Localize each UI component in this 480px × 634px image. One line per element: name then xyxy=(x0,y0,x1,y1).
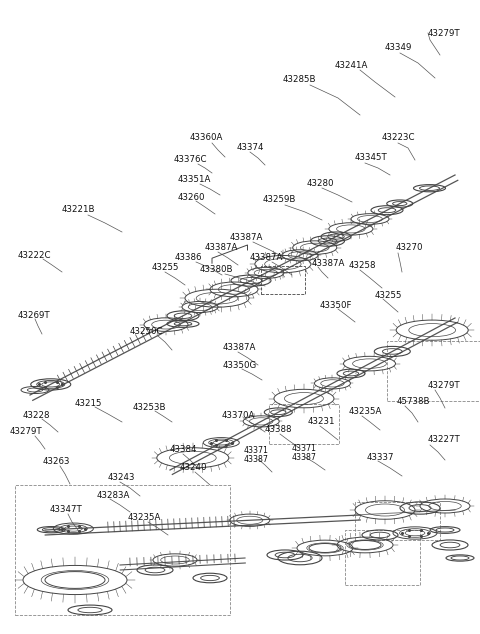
Text: 43263: 43263 xyxy=(43,458,71,467)
Text: 43258: 43258 xyxy=(349,261,376,269)
Text: 43255: 43255 xyxy=(152,264,180,273)
Bar xyxy=(261,266,305,294)
Text: 43384: 43384 xyxy=(170,446,197,455)
Text: 43279T: 43279T xyxy=(428,380,461,389)
Text: 43380B: 43380B xyxy=(200,266,233,275)
Text: 43347T: 43347T xyxy=(50,505,83,515)
Text: 43374: 43374 xyxy=(237,143,264,153)
Text: 43279T: 43279T xyxy=(428,29,461,37)
Bar xyxy=(387,342,480,401)
Text: 43223C: 43223C xyxy=(382,134,416,143)
Text: 43243: 43243 xyxy=(108,474,135,482)
Text: 43222C: 43222C xyxy=(18,250,51,259)
Text: 43259B: 43259B xyxy=(263,195,296,205)
Bar xyxy=(355,502,440,540)
Text: 43285B: 43285B xyxy=(283,75,316,84)
Text: 43386: 43386 xyxy=(175,254,203,262)
Text: 43260: 43260 xyxy=(178,193,205,202)
Text: 43269T: 43269T xyxy=(18,311,50,320)
Text: 43371
43387: 43371 43387 xyxy=(244,446,269,464)
Text: 43255: 43255 xyxy=(375,290,403,299)
Text: 43231: 43231 xyxy=(308,418,336,427)
Text: 43227T: 43227T xyxy=(428,436,461,444)
Text: 43235A: 43235A xyxy=(349,408,383,417)
Text: 43387A: 43387A xyxy=(250,254,283,262)
Text: 43279T: 43279T xyxy=(10,427,43,436)
Text: 43387A: 43387A xyxy=(312,259,346,268)
Text: 45738B: 45738B xyxy=(397,398,431,406)
Bar xyxy=(269,404,339,444)
Text: 43370A: 43370A xyxy=(222,410,255,420)
Text: 43337: 43337 xyxy=(367,453,395,462)
Text: 43240: 43240 xyxy=(180,463,207,472)
Text: 43280: 43280 xyxy=(307,179,335,188)
Bar xyxy=(345,530,420,585)
Text: 43350G: 43350G xyxy=(223,361,257,370)
Text: 43250C: 43250C xyxy=(130,328,164,337)
Text: 43235A: 43235A xyxy=(128,514,161,522)
Text: 43241A: 43241A xyxy=(335,60,368,70)
Text: 43387A: 43387A xyxy=(230,233,264,242)
Text: 43221B: 43221B xyxy=(62,205,96,214)
Text: 43388: 43388 xyxy=(265,425,292,434)
Text: 43345T: 43345T xyxy=(355,153,388,162)
Text: 43376C: 43376C xyxy=(174,155,207,164)
Text: 43387A: 43387A xyxy=(205,243,239,252)
Text: 43228: 43228 xyxy=(23,410,50,420)
Text: 43360A: 43360A xyxy=(190,134,223,143)
Text: 43350F: 43350F xyxy=(320,301,352,309)
Text: 43349: 43349 xyxy=(385,44,412,53)
Text: 43387A: 43387A xyxy=(223,344,256,353)
Bar xyxy=(15,485,230,615)
Text: 43371
43387: 43371 43387 xyxy=(292,444,317,462)
Text: 43215: 43215 xyxy=(75,399,103,408)
Text: 43283A: 43283A xyxy=(97,491,131,500)
Text: 43270: 43270 xyxy=(396,243,423,252)
Text: 43253B: 43253B xyxy=(133,403,167,411)
Text: 43351A: 43351A xyxy=(178,176,211,184)
